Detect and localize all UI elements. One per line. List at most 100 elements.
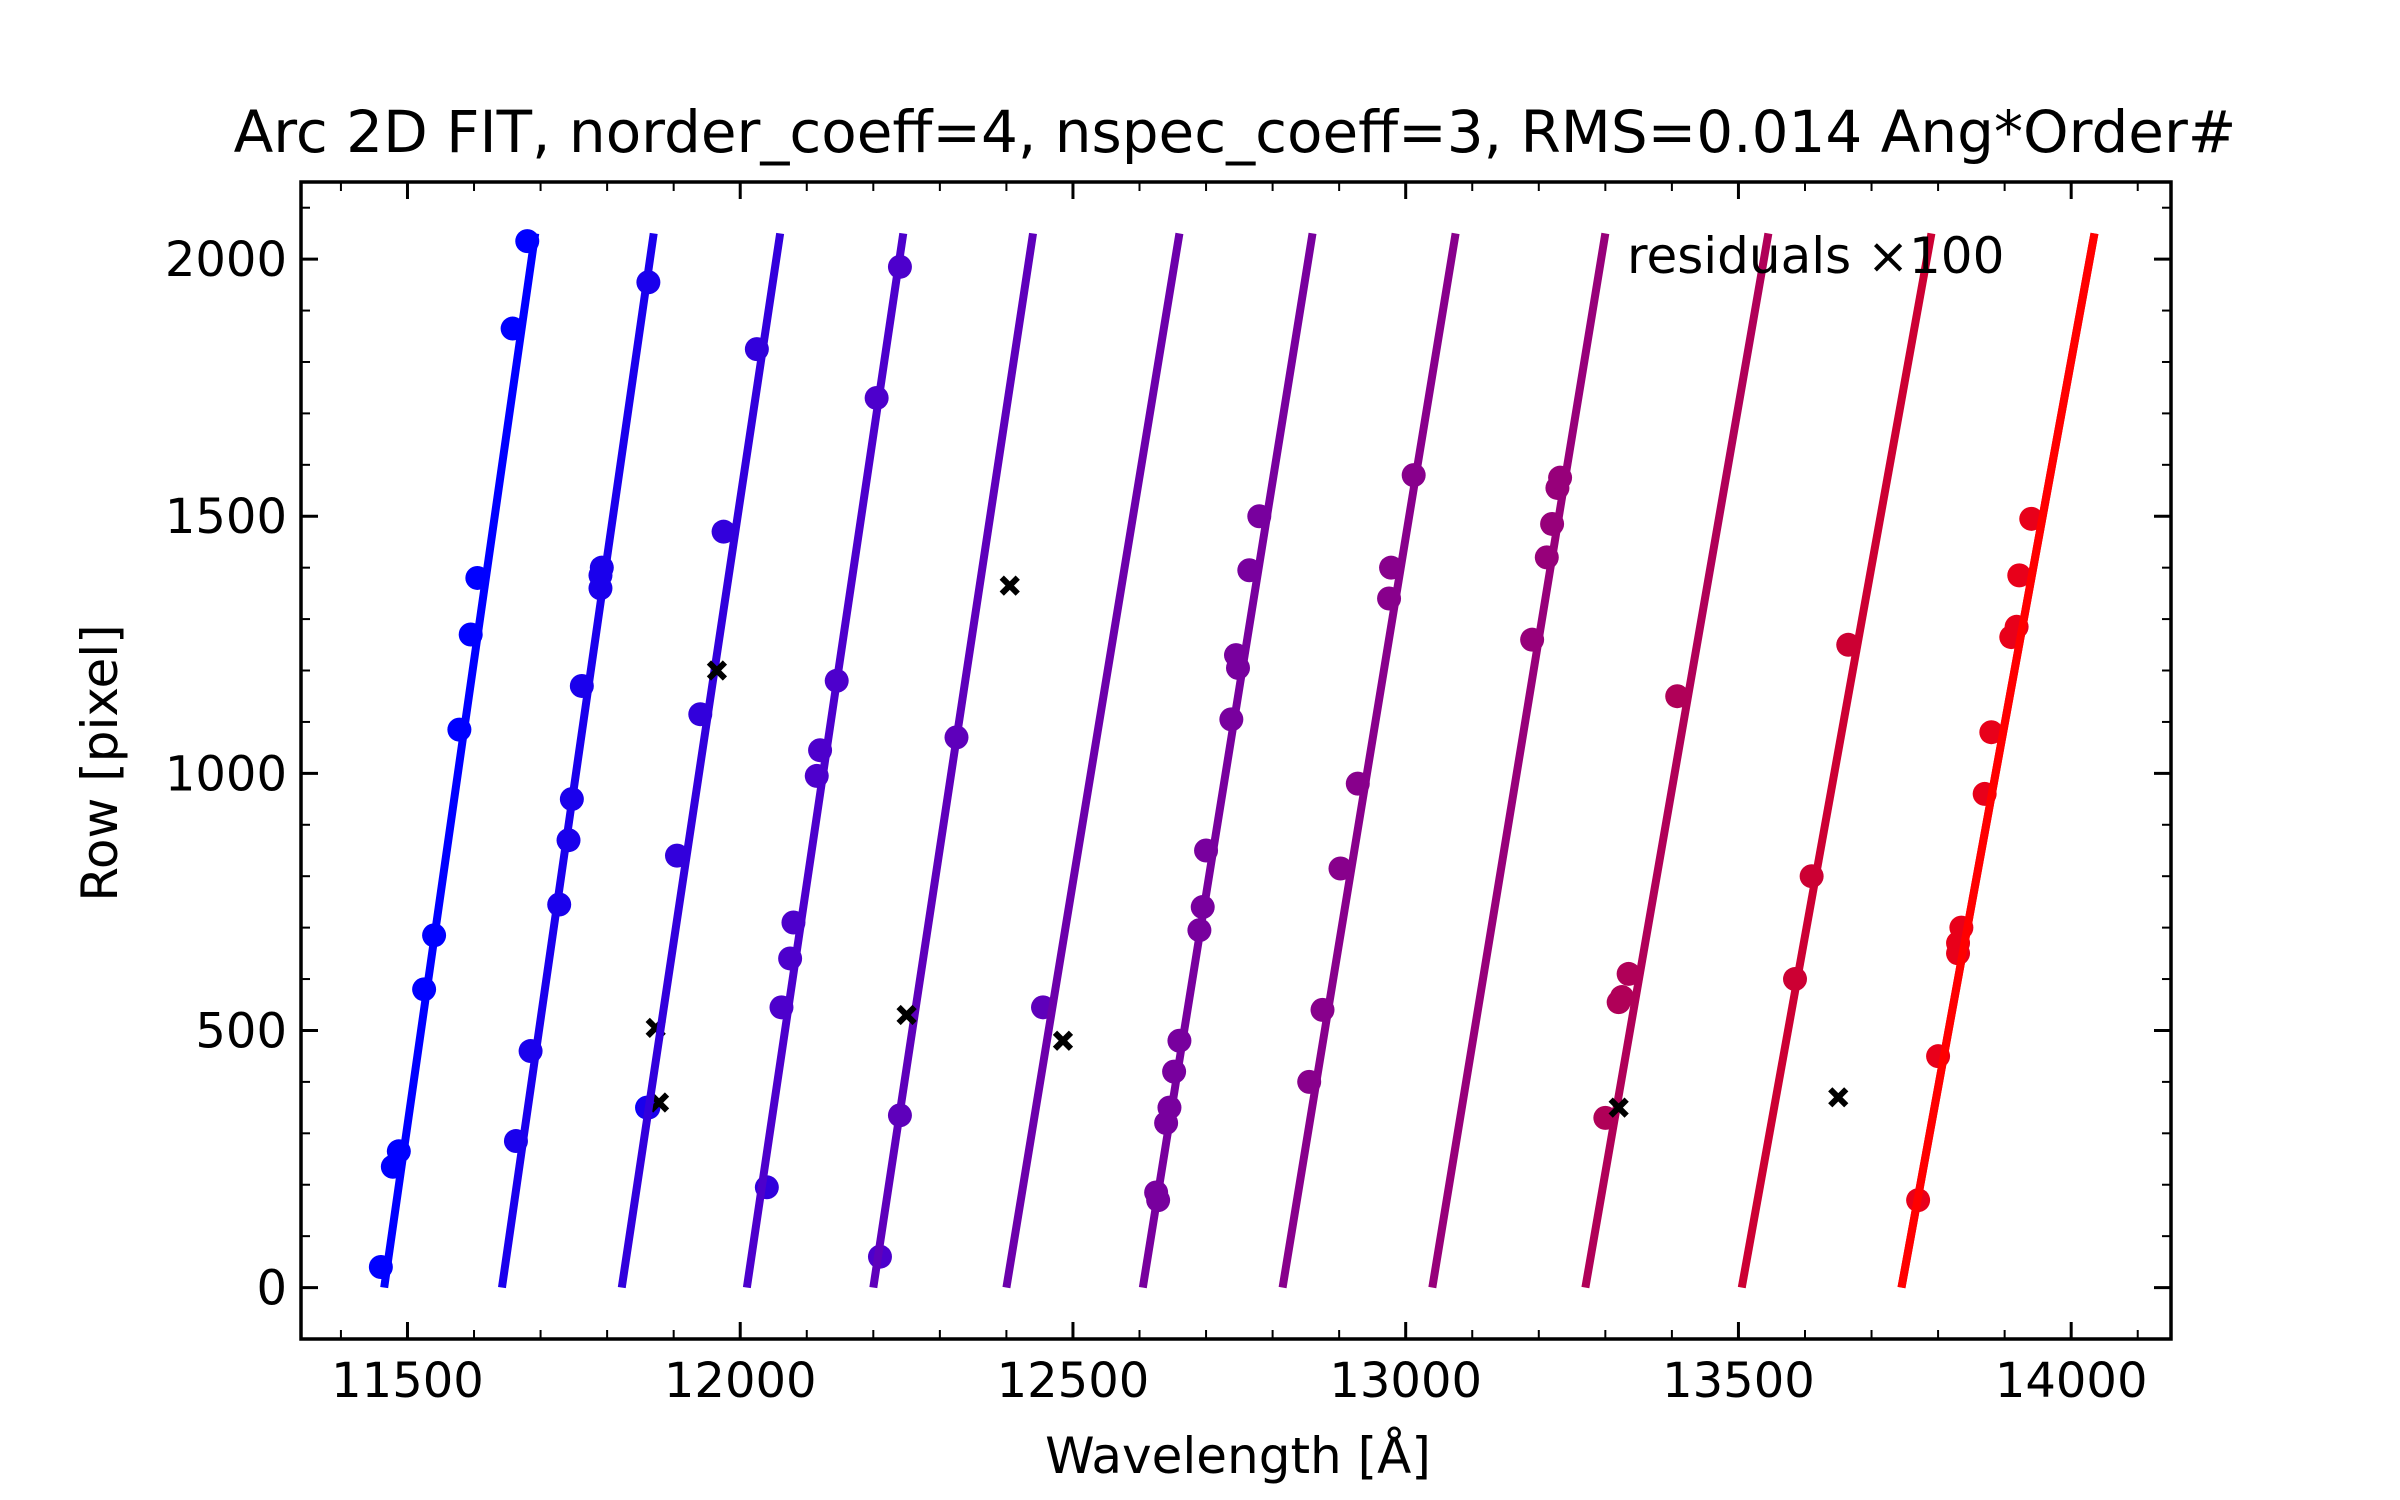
residual-marker (706, 660, 728, 681)
residual-marker (1052, 1030, 1074, 1051)
data-point (1345, 771, 1370, 796)
y-tick-label: 0 (256, 1261, 287, 1317)
data-point (769, 995, 794, 1020)
series-6 (1002, 232, 1184, 1289)
data-point (1194, 838, 1219, 863)
plot-area (368, 229, 2099, 1289)
data-point (569, 673, 594, 698)
x-axis-label: Wavelength [Å] (1045, 1427, 1431, 1485)
residual-marker (1608, 1097, 1629, 1118)
data-point (1219, 707, 1244, 732)
data-point (744, 337, 769, 362)
data-point (864, 385, 889, 410)
data-point (1157, 1095, 1182, 1120)
data-point (1379, 555, 1404, 580)
data-point (1520, 627, 1545, 652)
data-point (1225, 655, 1250, 680)
data-point (503, 1129, 528, 1154)
data-point (515, 229, 540, 254)
fit-line (617, 232, 785, 1289)
y-tick-label: 2000 (165, 232, 287, 288)
x-tick-label: 13500 (1662, 1353, 1815, 1409)
data-point (547, 892, 572, 917)
data-point (1616, 961, 1641, 986)
y-tick-label: 1000 (165, 746, 287, 802)
data-point (636, 270, 661, 295)
data-point (1146, 1188, 1171, 1213)
fit-line (869, 232, 1037, 1289)
data-point (1162, 1059, 1187, 1084)
fit-line (1278, 232, 1460, 1289)
data-point (808, 738, 833, 763)
data-point (1297, 1069, 1322, 1094)
fit-line (1897, 232, 2099, 1289)
data-point (887, 254, 912, 279)
series-3 (617, 232, 785, 1289)
data-point (1979, 720, 2004, 745)
data-point (412, 977, 437, 1002)
series-11 (1737, 232, 1936, 1289)
fit-line (498, 232, 658, 1289)
data-point (944, 725, 969, 750)
series-1 (368, 229, 660, 1289)
data-point (422, 923, 447, 948)
data-point (778, 946, 803, 971)
series-13 (1897, 232, 2099, 1289)
x-tick-label: 12000 (664, 1353, 817, 1409)
data-point (1665, 684, 1690, 709)
data-point (1540, 511, 1565, 536)
data-point (1799, 864, 1824, 889)
residual-marker (896, 1004, 917, 1026)
data-point (1401, 463, 1426, 488)
data-point (1310, 997, 1335, 1022)
data-point (556, 828, 581, 853)
data-point (1187, 918, 1212, 943)
residual-marker (999, 575, 1020, 596)
data-point (1328, 856, 1353, 881)
data-point (1548, 465, 1573, 490)
series-4 (742, 232, 912, 1289)
x-tick-label: 11500 (331, 1353, 484, 1409)
y-tick-label: 500 (195, 1003, 287, 1059)
data-point (458, 622, 483, 647)
data-point (688, 702, 713, 727)
data-point (589, 555, 614, 580)
y-axis-label: Row [pixel] (71, 624, 129, 901)
series-7 (1138, 232, 1317, 1289)
data-point (500, 316, 525, 341)
data-point (1534, 545, 1559, 570)
fit-line (1002, 232, 1184, 1289)
chart-title: Arc 2D FIT, norder_coeff=4, nspec_coeff=… (234, 98, 2237, 166)
data-point (1377, 586, 1402, 611)
series-2 (498, 232, 670, 1289)
data-point (518, 1039, 543, 1064)
x-tick-label: 12500 (997, 1353, 1150, 1409)
residuals-annotation: residuals ×100 (1627, 227, 2004, 285)
series-10 (1581, 232, 1773, 1289)
data-point (1247, 504, 1272, 529)
data-point (465, 565, 490, 590)
data-point (824, 668, 849, 693)
axis-ticks: 11500 12000 12500 13000 13500 14000 0 500 1000 15… (165, 182, 2171, 1409)
data-point (368, 1255, 393, 1280)
data-point (1190, 895, 1215, 920)
data-point (804, 763, 829, 788)
data-point (664, 843, 689, 868)
y-tick-label: 1500 (165, 489, 287, 545)
series-8 (1278, 232, 1460, 1289)
data-point (887, 1103, 912, 1128)
fit-line (1428, 232, 1610, 1289)
data-point (1836, 632, 1861, 657)
fit-line (1581, 232, 1773, 1289)
fit-line (1737, 232, 1936, 1289)
data-point (1237, 558, 1262, 583)
data-point (711, 519, 736, 544)
series-9 (1428, 232, 1610, 1289)
data-point (1609, 985, 1634, 1010)
data-point (386, 1139, 411, 1164)
fit-line (380, 232, 540, 1289)
data-point (1167, 1028, 1192, 1053)
residual-marker (1828, 1087, 1849, 1108)
series-5 (869, 232, 1074, 1289)
